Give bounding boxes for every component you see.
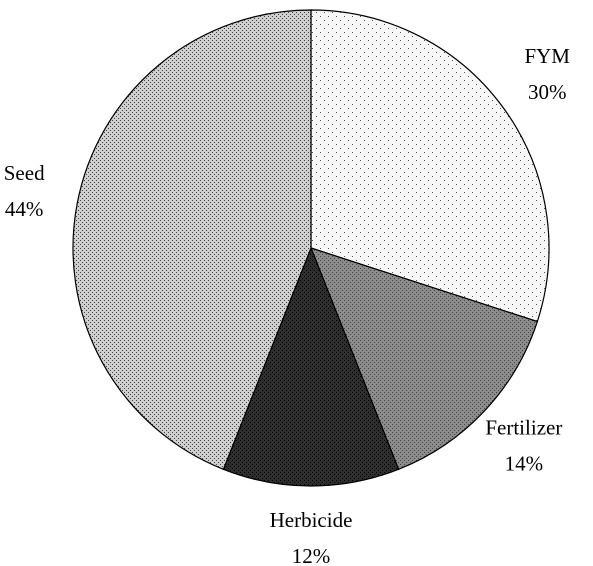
slice-value-label: 12%	[292, 544, 331, 566]
pie-slice	[72, 9, 312, 471]
pie-slice	[309, 247, 539, 471]
pie-slice	[310, 9, 550, 323]
pie-slice	[222, 246, 400, 487]
slice-label: Herbicide	[270, 508, 353, 532]
slice-value-label: 30%	[528, 80, 567, 104]
slice-label: Seed	[4, 161, 45, 185]
slice-label: Fertilizer	[485, 416, 562, 440]
slice-value-label: 44%	[5, 197, 44, 221]
slice-label: FYM	[524, 44, 570, 68]
slice-value-label: 14%	[505, 452, 544, 476]
